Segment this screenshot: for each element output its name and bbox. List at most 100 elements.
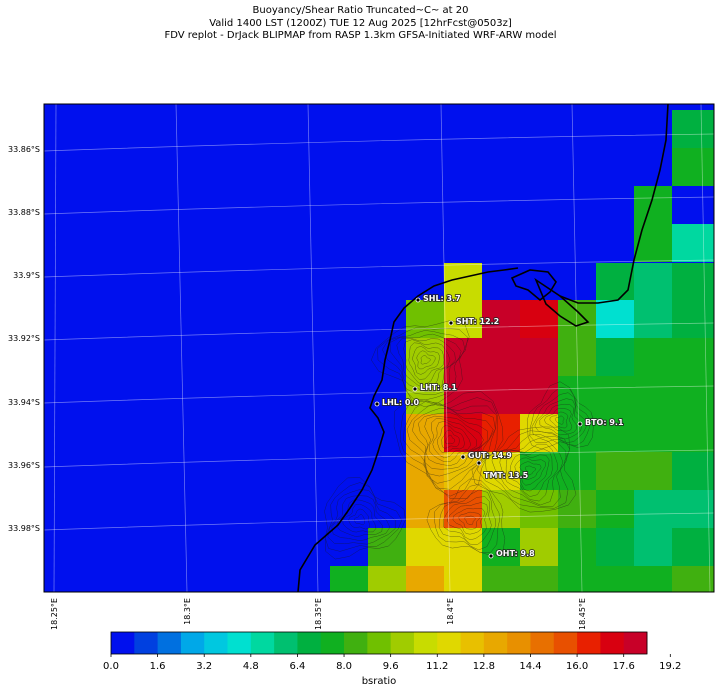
field-cell [444, 376, 482, 414]
colorbar-swatch [553, 632, 578, 654]
graticule-lat-6 [44, 449, 714, 468]
colorbar-tick-label: 6.4 [289, 661, 305, 672]
contour-line [445, 434, 456, 445]
field-cell [520, 490, 558, 528]
station-sht[interactable]: SHT: 12.2 [448, 316, 500, 327]
lon-label-2: 18.3°E [183, 598, 192, 625]
field-cell [596, 414, 634, 452]
stations: SHL: 3.7 SHT: 12.2 LHT: 8.1 LHL: 0.0 BTO… [374, 293, 625, 559]
colorbar-tick-label: 19.2 [659, 661, 681, 672]
colorbar-swatch [157, 632, 182, 654]
colorbar-swatch [180, 632, 205, 654]
field-cell [634, 338, 672, 376]
field-cell [672, 414, 714, 452]
graticule-lon-5 [571, 104, 583, 592]
colorbar-swatch [320, 632, 345, 654]
station-marker [412, 386, 418, 392]
field-cell [482, 338, 520, 376]
field-cell [558, 376, 596, 414]
field-cell [558, 338, 596, 376]
lat-label-7: 33.98°S [8, 524, 40, 533]
contour-line [403, 401, 497, 490]
field-cell [406, 490, 444, 528]
graticule-lon-2 [175, 104, 188, 592]
field-cell [444, 528, 482, 566]
colorbar-swatch [483, 632, 508, 654]
station-marker [374, 401, 380, 407]
contour-line [442, 496, 492, 545]
graticule-lon-4 [440, 104, 451, 592]
lon-label-3: 18.35°E [314, 598, 323, 630]
station-lht[interactable]: LHT: 8.1 [412, 382, 458, 393]
colorbar-tick-label: 12.8 [473, 661, 495, 672]
contour-line [408, 342, 445, 380]
colorbar-swatch [274, 632, 298, 654]
coastline [297, 104, 669, 592]
station-label-bto: BTO: 9.1 [585, 418, 624, 427]
colorbar-tick-label: 14.4 [519, 661, 541, 672]
colorbar-label: bsratio [362, 676, 397, 687]
station-label-tmt: TMT: 13.5 [484, 471, 529, 480]
graticule-lon-1 [53, 104, 57, 592]
field-cell [520, 376, 558, 414]
contour-line [429, 418, 477, 462]
colorbar-frame [110, 631, 648, 655]
colorbar-swatch [344, 632, 368, 654]
station-oht[interactable]: OHT: 9.8 [488, 548, 536, 559]
colorbar-swatch [600, 632, 625, 654]
graticule-lat-1 [44, 133, 714, 152]
contour-line [418, 412, 489, 470]
contour-line [382, 330, 466, 395]
field-cell [596, 490, 634, 528]
title-block: Buoyancy/Shear Ratio Truncated~C~ at 20 … [0, 5, 721, 43]
contour-line [420, 355, 431, 365]
contour-line [348, 508, 370, 530]
contour-line [452, 508, 486, 535]
station-tmt[interactable]: TMT: 13.5 [476, 460, 529, 481]
field-cell [596, 376, 634, 414]
colorbar-swatch [530, 632, 555, 654]
field-cell [444, 300, 482, 338]
colorbar-swatch [227, 632, 252, 654]
colorbar-swatch [390, 632, 415, 654]
field-cell [558, 528, 596, 566]
contour-line [534, 398, 583, 440]
field-cell [634, 224, 672, 262]
field-cell [596, 528, 634, 566]
contour-line [499, 443, 558, 502]
colorbar-tick-label: 11.2 [426, 661, 448, 672]
colorbar-ticks: 0.0 1.6 3.2 4.8 6.4 8.0 9.6 11.2 12.8 14.4 16.0 17.… [103, 654, 681, 672]
coastline-east [559, 104, 669, 304]
station-marker [577, 421, 583, 427]
contour-line [464, 515, 476, 526]
station-label-lhl: LHL: 0.0 [382, 398, 419, 407]
contour-line [336, 499, 383, 537]
field-cell [634, 528, 672, 566]
field-cell [634, 414, 672, 452]
contour-line [446, 502, 489, 541]
contour-line [458, 511, 481, 530]
station-bto[interactable]: BTO: 9.1 [577, 417, 625, 428]
contour-line [399, 397, 498, 497]
lat-label-2: 33.88°S [8, 208, 40, 217]
contour-line [441, 429, 460, 449]
station-lhl[interactable]: LHL: 0.0 [374, 397, 420, 408]
field-cell [634, 452, 672, 490]
station-label-shl: SHL: 3.7 [423, 294, 461, 303]
colorbar-swatch [623, 632, 648, 654]
colorbar-swatch [413, 632, 438, 654]
field-cell [672, 566, 714, 592]
graticule-lat-5 [44, 385, 714, 404]
graticule-lat-3 [44, 259, 714, 278]
field-cell [634, 263, 672, 301]
field-cell [672, 224, 714, 262]
field-cell [520, 338, 558, 376]
colorbar: 0.0 1.6 3.2 4.8 6.4 8.0 9.6 11.2 12.8 14.4 16.0 17.… [103, 631, 681, 687]
graticule [44, 104, 714, 592]
station-shl[interactable]: SHL: 3.7 [415, 293, 462, 304]
field-cell [672, 110, 714, 148]
contour-line [524, 465, 536, 475]
field-cell [482, 300, 520, 338]
station-gut[interactable]: GUT: 14.9 [460, 450, 513, 461]
graticule-lat-7 [44, 512, 714, 531]
